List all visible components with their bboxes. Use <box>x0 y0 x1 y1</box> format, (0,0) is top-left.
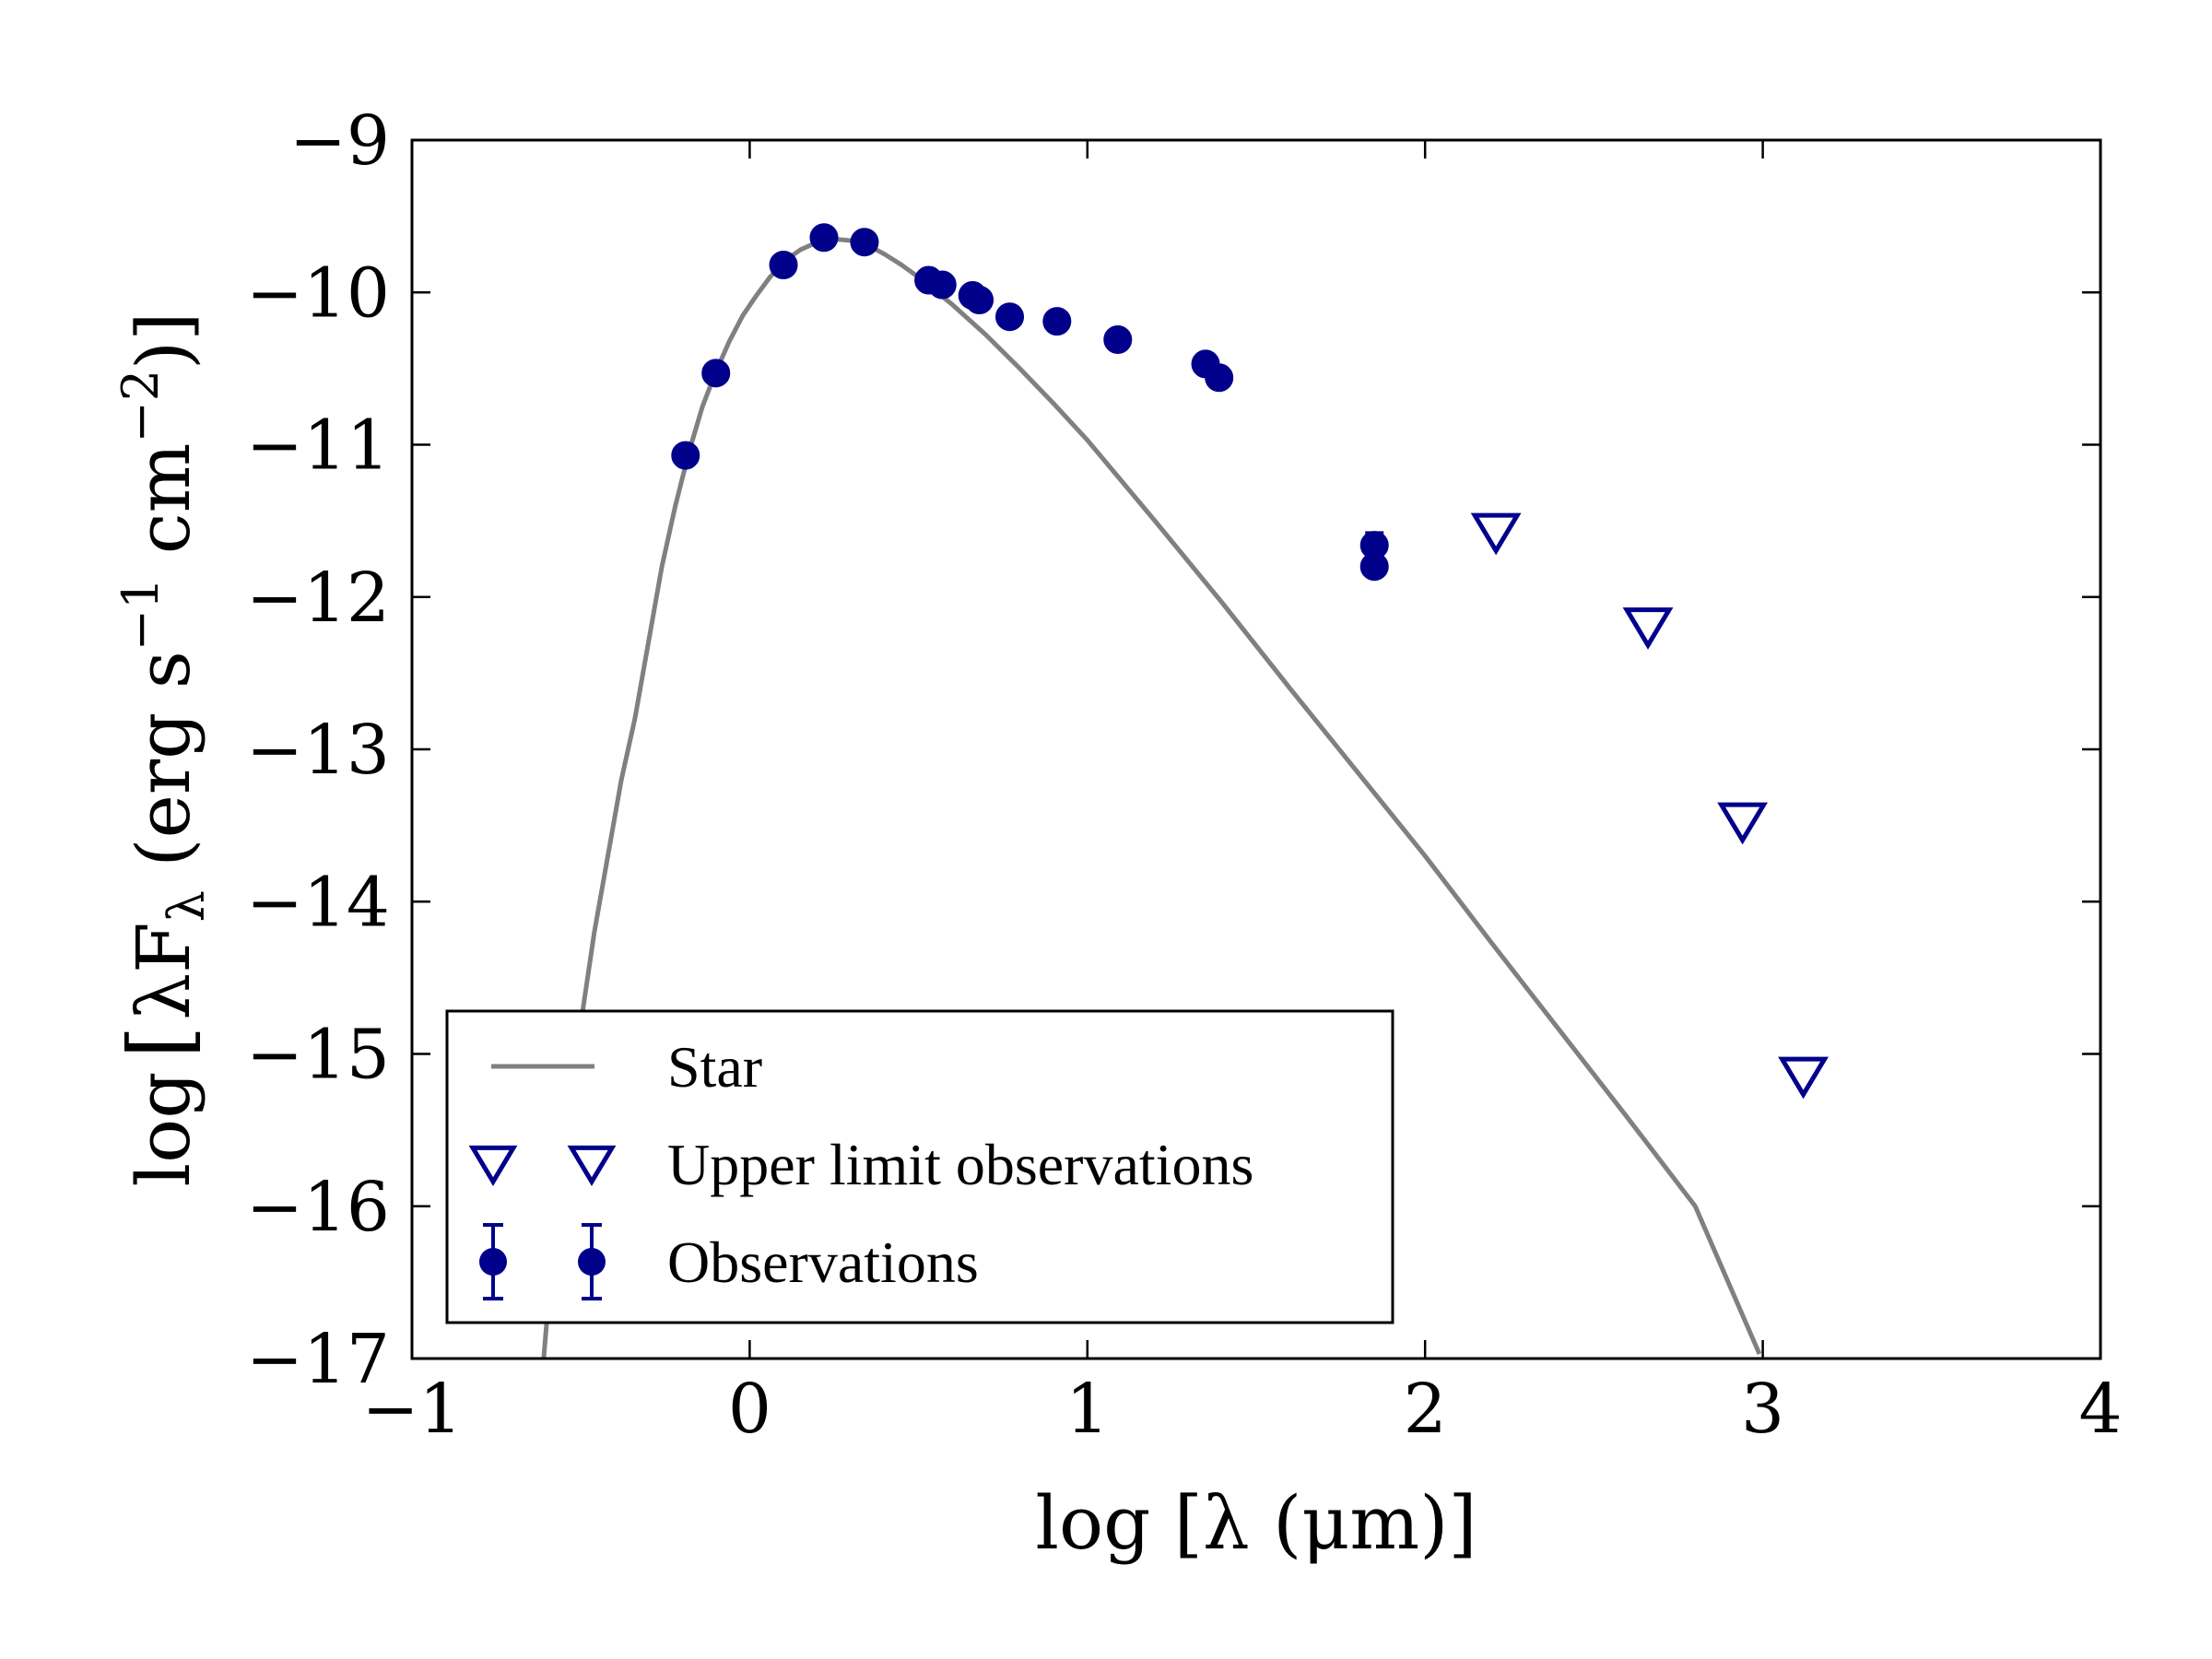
observation-point <box>927 270 957 300</box>
observation-point <box>965 286 994 315</box>
y-tick-label: −17 <box>246 1320 390 1399</box>
legend: Star Upper limit observations Observations <box>445 1009 1394 1324</box>
y-tick-label: −15 <box>246 1016 390 1095</box>
observation-point <box>671 441 700 470</box>
y-tick-label: −11 <box>246 406 390 486</box>
y-label-end: )] <box>121 312 206 370</box>
x-tick-label: 2 <box>1404 1370 1447 1449</box>
x-tick-label: 4 <box>2078 1370 2122 1449</box>
observation-point <box>850 228 879 257</box>
upper-limit-marker <box>1778 1056 1829 1100</box>
y-label-cm: cm <box>121 443 206 578</box>
y-label-sup2: −2 <box>112 370 170 443</box>
y-tick-label: −13 <box>246 711 390 790</box>
x-tick-label: −1 <box>361 1370 462 1449</box>
axis-ticks <box>410 138 2102 1360</box>
x-axis-label: log [λ (μm)] <box>1035 1480 1477 1566</box>
upper-limit-marker <box>1622 607 1674 650</box>
y-label-sub: λ <box>158 890 216 922</box>
x-tick-label: 1 <box>1065 1370 1109 1449</box>
y-axis-label: log [ λFλ (erg s−1 cm−2)] <box>111 312 216 1187</box>
y-label-mid: (erg s <box>121 651 206 890</box>
legend-label: Star <box>667 1034 762 1100</box>
observation-point <box>1042 307 1072 336</box>
upper-limit-marker <box>1717 802 1769 845</box>
y-tick-label: −12 <box>246 559 390 638</box>
y-label-lambdaF: λF <box>121 922 206 1019</box>
y-label-log: log <box>121 1072 206 1187</box>
y-label-lbracket: [ <box>111 1026 209 1059</box>
legend-upper-limit-swatch <box>567 1145 617 1186</box>
x-tick-label: 3 <box>1741 1370 1784 1449</box>
x-tick-label: 0 <box>728 1370 771 1449</box>
legend-observation-swatch <box>578 1248 606 1276</box>
legend-label: Upper limit observations <box>667 1132 1253 1197</box>
legend-upper-limit-swatch <box>468 1145 518 1186</box>
observation-point <box>1359 552 1389 582</box>
y-tick-label: −16 <box>246 1168 390 1247</box>
observation-point <box>809 223 839 253</box>
legend-items: Star Upper limit observations Observations <box>468 1034 1253 1300</box>
observation-point <box>769 251 798 280</box>
legend-box <box>445 1009 1394 1324</box>
observation-point <box>1103 324 1133 354</box>
y-tick-label: −10 <box>246 253 390 333</box>
y-tick-label: −14 <box>246 863 390 942</box>
observation-point <box>1205 363 1234 393</box>
y-label-sup1: −1 <box>112 578 170 652</box>
observation-point <box>701 359 731 388</box>
y-tick-label: −9 <box>289 101 390 181</box>
observation-point <box>995 302 1025 332</box>
legend-label: Observations <box>667 1230 979 1295</box>
plot-area <box>541 223 1829 1359</box>
upper-limit-marker <box>1470 512 1522 556</box>
legend-observation-swatch <box>479 1248 507 1276</box>
